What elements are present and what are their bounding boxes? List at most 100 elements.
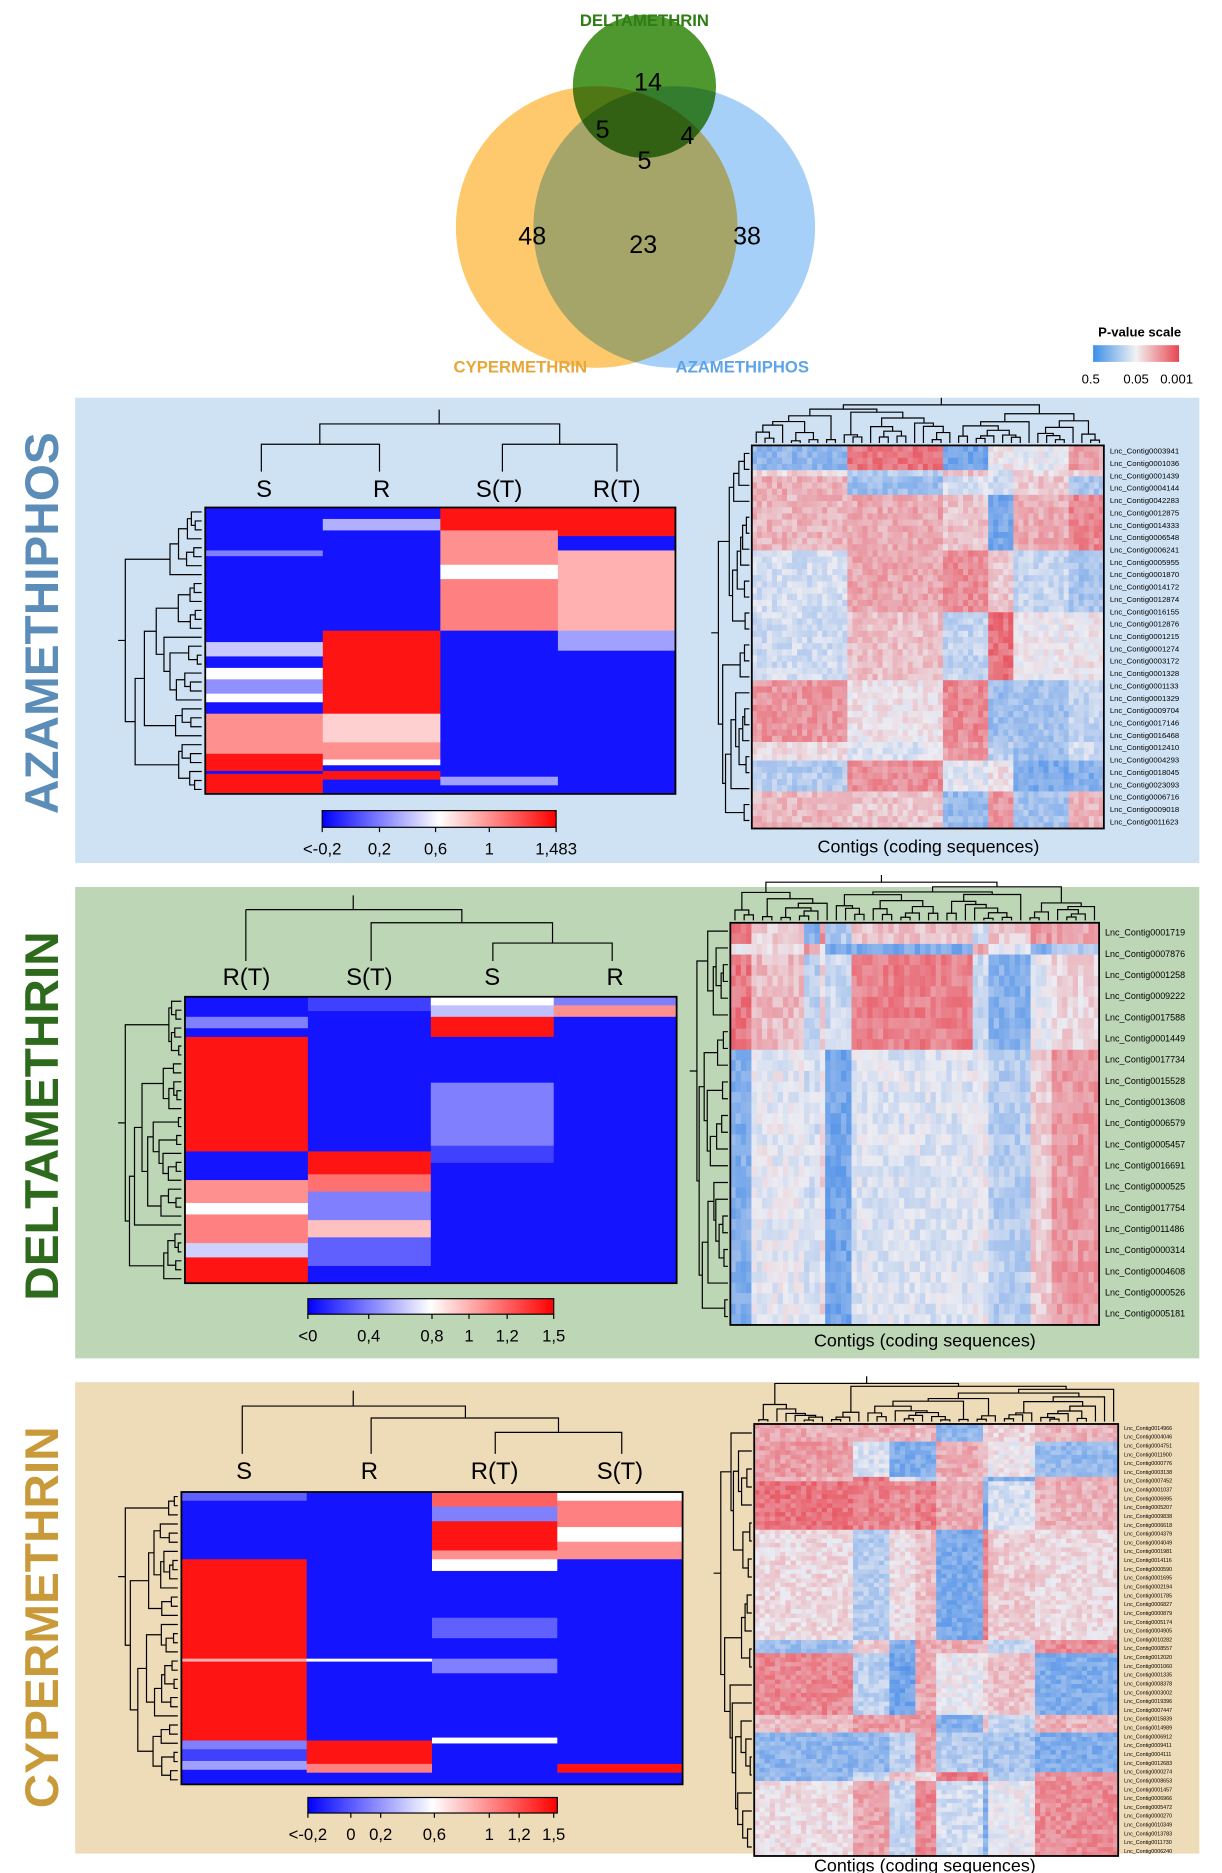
heatmap-cell [917,494,924,502]
heatmap-cell [856,965,863,977]
heatmap-cell [1068,606,1075,613]
heatmap-cell [1068,729,1075,737]
heatmap-cell [951,975,958,987]
heatmap-cell [1078,754,1085,761]
heatmap-cell [867,624,873,632]
heatmap-cell [1098,704,1105,712]
heatmap-cell [812,463,818,471]
heatmap-cell [1073,636,1080,644]
heatmap-cell [1033,525,1039,533]
heatmap-cell [814,933,821,945]
heatmap-cell [1018,593,1024,601]
heatmap-cell [1030,943,1037,955]
heatmap-cell [852,562,858,570]
heatmap-cell [1038,698,1044,706]
heatmap-cell [781,723,788,731]
heatmap-cell [998,457,1004,465]
heatmap-cell [767,933,773,945]
heatmap-cell [756,809,763,817]
heatmap-cell [797,809,803,817]
heatmap-cell [746,933,752,945]
heatmap-cell [958,674,964,681]
heatmap-cell [973,686,979,693]
heatmap-cell [968,822,974,829]
heatmap-cell [993,766,999,774]
heatmap-cell [1023,562,1029,570]
heatmap-cell [822,606,828,613]
heatmap-cell [862,643,868,650]
heatmap-cell [1013,482,1019,490]
heatmap-cell [927,531,934,539]
heatmap-cell [804,933,810,945]
heatmap-cell [907,587,914,595]
heatmap-cell [1073,445,1080,452]
heatmap-cell [756,686,763,693]
heatmap-cell [887,562,893,570]
heatmap-cell [740,954,747,966]
heatmap-cell [822,735,828,743]
heatmap-cell [973,562,979,570]
heatmap-cell [993,742,999,749]
heatmap-cell [1078,507,1085,514]
heatmap-cell [998,772,1004,780]
heatmap-cell [872,562,878,570]
heatmap-cell [937,779,944,786]
heatmap-cell [983,735,989,743]
heatmap-cell [932,538,939,545]
heatmap-cell [807,822,813,829]
heatmap-cell [902,463,909,471]
heatmap-cell [963,556,969,564]
heatmap-cell [740,965,747,977]
heatmap-cell [847,636,853,644]
heatmap-cell [1028,612,1034,619]
heatmap-cell [852,501,858,508]
heatmap-cell [988,470,994,477]
heatmap-cell [761,986,768,998]
heatmap-cell [912,618,919,625]
heatmap-cell [1023,476,1029,483]
heatmap-cell [1098,476,1105,483]
heatmap-cell [963,507,969,514]
heatmap-cell [1038,667,1044,675]
heatmap-cell [842,655,848,663]
heatmap-cell [963,674,969,681]
heatmap-cell [856,954,863,966]
heatmap-cell [1018,569,1024,576]
heatmap-cell [1048,816,1054,823]
heatmap-cell [837,501,843,508]
heatmap-cell [993,488,999,496]
heatmap-cell [1043,488,1049,496]
heatmap-cell [1008,766,1014,774]
heatmap-cell [937,711,944,718]
heatmap-cell [897,674,904,681]
heatmap-cell [1053,587,1059,595]
heatmap-cell [822,476,828,483]
heatmap-cell [1043,748,1049,755]
heatmap-cell [1093,451,1100,459]
heatmap-cell [1093,760,1100,768]
heatmap-cell [557,630,677,652]
heatmap-cell [1033,748,1039,755]
heatmap-cell [1088,943,1095,955]
heatmap-cell [1073,729,1080,737]
heatmap-cell [842,513,848,520]
heatmap-cell [1035,922,1042,934]
heatmap-cell [771,575,778,582]
heatmap-cell [1008,513,1014,520]
heatmap-cell [817,630,823,638]
heatmap-cell [781,556,788,564]
heatmap-cell [771,494,778,502]
heatmap-cell [1028,606,1034,613]
heatmap-cell [1053,612,1059,619]
heatmap-cell [832,569,838,576]
heatmap-cell [852,544,858,551]
heatmap-cell [917,476,924,483]
heatmap-cell [1013,544,1019,551]
heatmap-cell [862,791,868,798]
heatmap-cell [1098,606,1105,613]
heatmap-cell [897,457,904,465]
heatmap-cell [846,975,852,987]
heatmap-cell [184,1151,309,1181]
heatmap-cell [904,933,910,945]
heatmap-cell [1073,482,1080,490]
